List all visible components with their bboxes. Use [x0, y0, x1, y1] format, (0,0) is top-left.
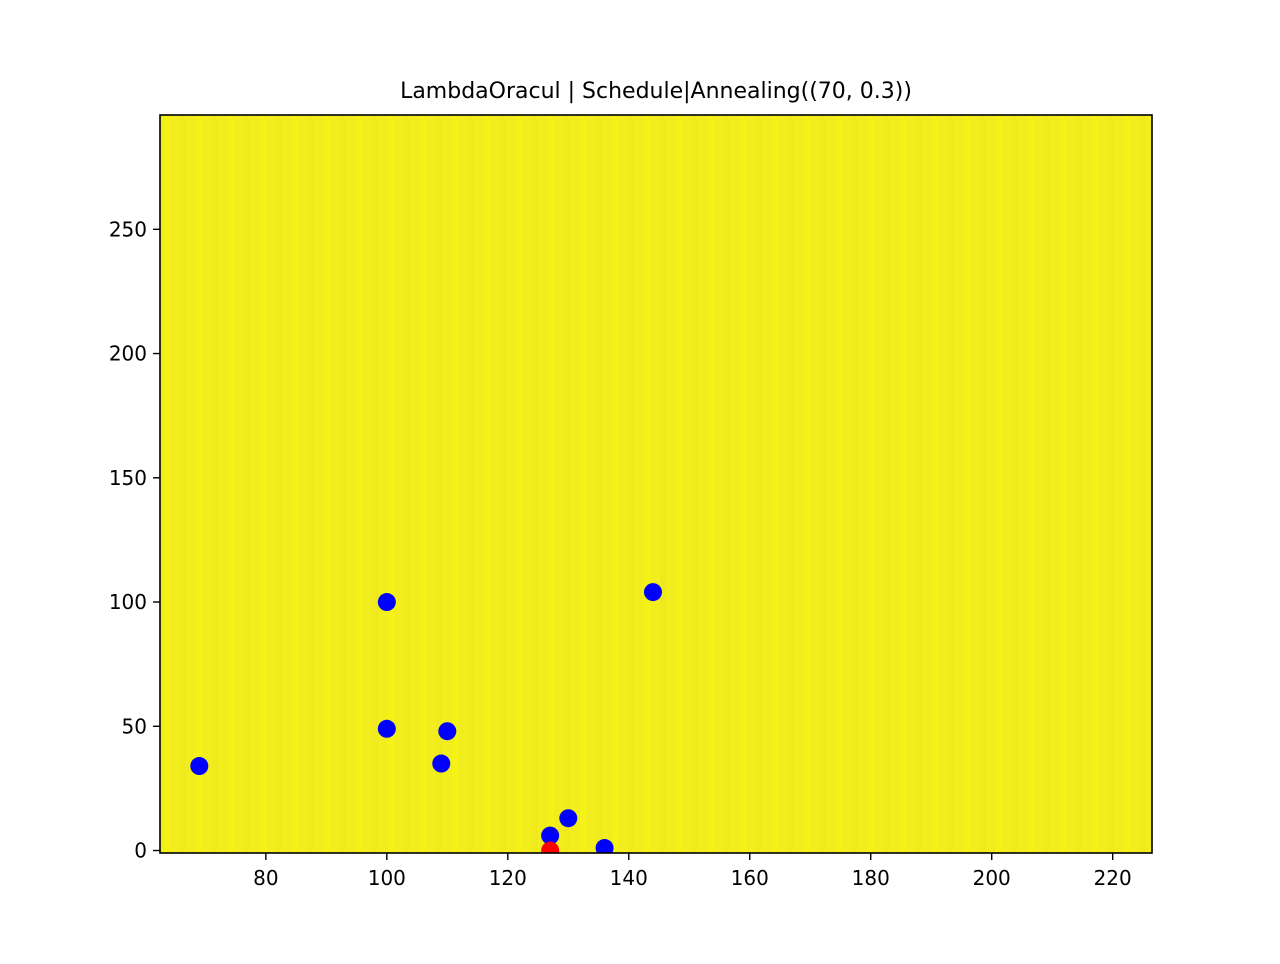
y-tick-label: 150	[109, 466, 147, 490]
field-stripe	[532, 115, 538, 853]
field-stripe	[356, 115, 362, 853]
data-point	[438, 722, 457, 741]
x-tick-label: 160	[731, 866, 769, 890]
field-stripe	[772, 115, 778, 853]
field-stripe	[1124, 115, 1130, 853]
field-stripe	[788, 115, 794, 853]
field-stripe	[228, 115, 234, 853]
field-stripe	[756, 115, 762, 853]
field-stripe	[660, 115, 666, 853]
field-stripe	[884, 115, 890, 853]
plot-frame	[159, 114, 1153, 854]
field-stripe	[596, 115, 602, 853]
x-tick-label: 100	[368, 866, 406, 890]
field-stripe	[212, 115, 218, 853]
field-stripe	[628, 115, 634, 853]
field-stripe	[436, 115, 442, 853]
field-stripe	[996, 115, 1002, 853]
x-tick-label: 120	[489, 866, 527, 890]
field-stripe	[1060, 115, 1066, 853]
field-stripe	[1108, 115, 1114, 853]
field-stripe	[292, 115, 298, 853]
field-stripe	[308, 115, 314, 853]
field-stripe	[260, 115, 266, 853]
data-point	[377, 719, 396, 738]
data-point	[190, 757, 209, 776]
field-stripe	[452, 115, 458, 853]
field-stripe	[644, 115, 650, 853]
field-stripe	[1044, 115, 1050, 853]
field-stripe	[820, 115, 826, 853]
x-axis: 80 100 120 140 160 180 200 220	[253, 853, 1132, 890]
field-stripe	[580, 115, 586, 853]
data-point	[559, 809, 578, 828]
field-stripe	[964, 115, 970, 853]
field-stripe	[724, 115, 730, 853]
y-axis: 0 50 100 150 200 250	[109, 217, 160, 863]
field-stripe	[932, 115, 938, 853]
x-tick-label: 140	[610, 866, 648, 890]
field-stripe	[900, 115, 906, 853]
field-stripe	[1092, 115, 1098, 853]
data-point	[377, 593, 396, 612]
field-stripe	[1140, 115, 1146, 853]
y-tick-label: 0	[134, 839, 147, 863]
field-stripe	[516, 115, 522, 853]
x-tick-label: 80	[253, 866, 278, 890]
x-tick-label: 220	[1094, 866, 1132, 890]
field-stripe	[612, 115, 618, 853]
field-stripe	[276, 115, 282, 853]
field-stripe	[244, 115, 250, 853]
data-point	[432, 754, 451, 773]
field-stripe	[708, 115, 714, 853]
field-stripe	[740, 115, 746, 853]
x-tick-label: 200	[973, 866, 1011, 890]
field-stripe	[404, 115, 410, 853]
y-tick-label: 50	[122, 714, 147, 738]
field-stripe	[196, 115, 202, 853]
field-stripe	[980, 115, 986, 853]
y-tick-label: 100	[109, 590, 147, 614]
data-point	[595, 839, 614, 853]
data-points	[190, 583, 662, 853]
y-tick-label: 250	[109, 217, 147, 241]
field-stripe	[868, 115, 874, 853]
field-stripe	[564, 115, 570, 853]
field-stripe	[804, 115, 810, 853]
x-tick-label: 180	[852, 866, 890, 890]
field-stripe	[164, 115, 170, 853]
field-stripe	[324, 115, 330, 853]
field-stripe	[916, 115, 922, 853]
field-stripe	[548, 115, 554, 853]
field-stripe	[340, 115, 346, 853]
field-stripe	[1012, 115, 1018, 853]
highlight-point	[541, 841, 560, 853]
y-tick-label: 200	[109, 342, 147, 366]
field-stripe	[676, 115, 682, 853]
field-stripe	[836, 115, 842, 853]
field-stripe	[372, 115, 378, 853]
field-stripe	[1076, 115, 1082, 853]
field-stripe	[180, 115, 186, 853]
field-stripe	[692, 115, 698, 853]
field-stripe	[500, 115, 506, 853]
data-point	[541, 826, 560, 845]
field-stripe	[1028, 115, 1034, 853]
field-stripe	[484, 115, 490, 853]
plot-background	[160, 115, 1152, 853]
field-stripe	[388, 115, 394, 853]
data-point	[643, 583, 662, 602]
field-stripe	[852, 115, 858, 853]
chart-title: LambdaOracul | Schedule|Annealing((70, 0…	[400, 79, 912, 104]
field-stripe	[948, 115, 954, 853]
field-stripe	[420, 115, 426, 853]
field-stripe	[468, 115, 474, 853]
